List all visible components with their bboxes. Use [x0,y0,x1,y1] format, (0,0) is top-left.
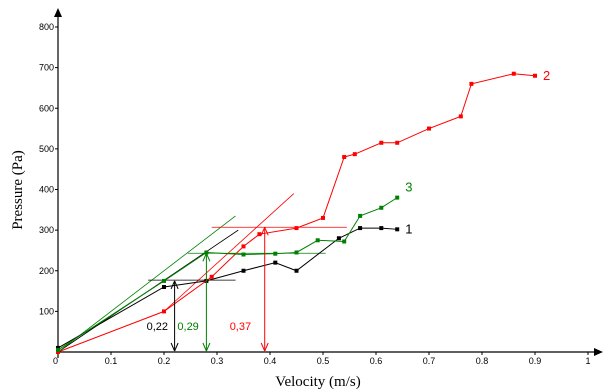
data-point [204,250,209,255]
annotation-arrowhead-top [170,280,179,290]
data-point [241,268,246,273]
data-point [294,268,299,273]
annotation-3: 0,37 [230,227,269,352]
data-point [321,215,325,220]
data-point [342,155,347,159]
y-tick-label: 500 [39,144,54,154]
y-tick-label: 600 [39,103,54,113]
data-point [162,278,166,283]
data-point [56,350,60,354]
data-point [511,71,516,76]
series-3: 3 [56,180,412,352]
data-point [358,213,363,218]
data-point [379,140,384,145]
data-point [257,232,262,237]
annotation-arrowhead-bottom [202,342,211,352]
data-point [358,226,363,231]
data-point [273,260,278,265]
axes: 0.1 0.2 0.3 0.4 0.5 0.6 0.7 0.8 0.9 1 100 200 300 40… [39,8,603,366]
data-point [427,126,431,131]
x-axis-arrowhead [594,348,603,356]
annotation-2: 0,29 [177,253,211,352]
series-label-2: 2 [543,68,550,83]
data-point [56,345,60,350]
annotations: 0,22 0,29 0,37 [147,227,269,352]
annotation-label: 0,22 [147,321,168,333]
data-point [469,81,474,86]
annotation-arrowhead-top [202,253,211,262]
x-tick-label: 0.5 [317,356,330,366]
x-tick-label: 0.6 [370,356,383,366]
data-point [458,114,463,119]
data-point [336,236,341,241]
y-axis-title: Pressure (Pa) [10,150,26,230]
data-point [162,309,166,314]
series-layer: 1 2 3 [56,68,550,354]
x-axis-title: Velocity (m/s) [275,374,360,390]
data-point [533,73,537,78]
data-point [162,285,166,289]
x-tick-label: 0.8 [476,356,489,366]
series-label-1: 1 [405,221,412,236]
x-tick-label: 1 [585,356,590,366]
y-tick-label: 400 [39,185,54,195]
data-point [342,239,347,244]
x-tick-label: 0.7 [423,356,436,366]
data-point [379,226,384,231]
x-tick-label: 0.9 [529,356,542,366]
y-tick-label: 200 [39,266,54,276]
series-line-3 [57,197,398,351]
data-point [315,238,320,243]
series-line-1 [57,227,398,349]
data-point [273,251,278,256]
x-tick-label: 0.4 [264,356,277,366]
data-point [56,347,60,352]
series-label-3: 3 [405,180,412,195]
tangent-line-2 [163,193,295,312]
y-tick-label: 800 [39,22,54,32]
annotation-1: 0,22 [147,280,179,352]
x-tick-label: 0.3 [211,356,224,366]
annotation-label: 0,29 [177,321,198,333]
data-point [209,274,214,279]
data-point [294,250,299,255]
y-tick-label: 100 [39,306,54,316]
y-ticks: 100 200 300 400 500 600 700 800 [39,22,58,316]
series-2: 2 [56,68,550,354]
data-point [379,205,384,210]
data-point [241,244,246,249]
y-tick-label: 300 [39,225,54,235]
data-point [352,152,357,157]
y-axis-arrowhead [54,8,62,17]
annotation-arrowhead-bottom [170,342,179,352]
data-point [294,226,299,231]
x-tick-label: 0.1 [105,356,118,366]
annotation-arrowhead-top [260,227,269,236]
tangent-line-3 [57,215,236,353]
data-point [395,140,400,145]
data-point [395,227,400,232]
guide-lines [57,193,347,353]
origin-label: 0 [53,356,58,366]
y-tick-label: 700 [39,63,54,73]
annotation-label: 0,37 [230,321,251,333]
data-point [395,195,400,200]
annotation-arrowhead-bottom [260,342,269,352]
series-line-2 [57,73,536,353]
x-ticks: 0.1 0.2 0.3 0.4 0.5 0.6 0.7 0.8 0.9 1 [57,352,591,366]
data-point [241,252,246,257]
x-tick-label: 0.2 [158,356,171,366]
